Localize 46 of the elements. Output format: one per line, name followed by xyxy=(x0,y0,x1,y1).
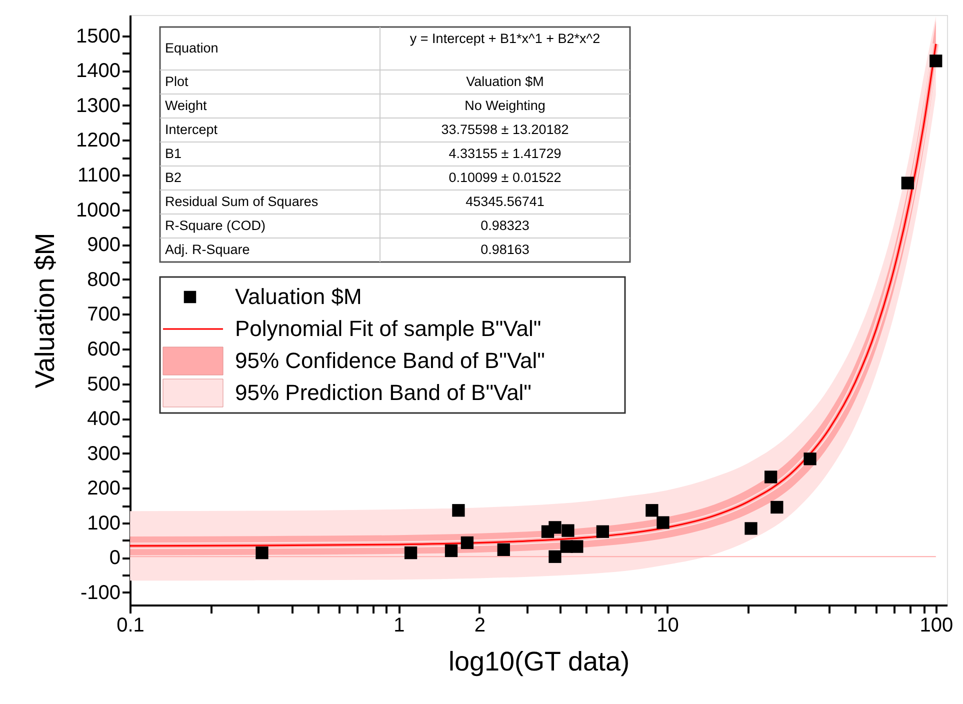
annotation: B2 xyxy=(165,170,182,185)
y-tick-label: 1400 xyxy=(76,60,120,82)
legend-label: 95% Confidence Band of B"Val" xyxy=(235,348,545,373)
y-tick-label: 800 xyxy=(87,268,120,291)
annotation: Valuation $M xyxy=(466,74,544,89)
y-tick-label: 100 xyxy=(87,512,120,534)
annotation: Plot xyxy=(165,74,189,89)
y-tick-label: 1100 xyxy=(77,164,120,187)
annotation: Residual Sum of Squares xyxy=(165,194,318,209)
annotation: Intercept xyxy=(165,122,218,137)
y-tick-label: 700 xyxy=(87,304,120,326)
y-tick-label: 0 xyxy=(109,547,120,570)
y-tick-label: 400 xyxy=(87,408,120,430)
x-tick-label: 2 xyxy=(474,614,486,636)
y-tick-label: 1200 xyxy=(76,130,120,152)
x-tick-label: 0.1 xyxy=(116,614,144,636)
y-tick-label: 300 xyxy=(87,442,120,465)
annotation: Adj. R-Square xyxy=(165,242,250,257)
y-axis-title: Valuation $M xyxy=(30,232,60,388)
annotation: 33.75598 ± 13.20182 xyxy=(441,122,569,137)
legend-label: Polynomial Fit of sample B"Val" xyxy=(235,316,542,341)
annotation: B1 xyxy=(165,146,182,161)
y-tick-label: 600 xyxy=(87,338,120,360)
y-tick-label: 900 xyxy=(87,234,120,256)
x-tick-label: 1 xyxy=(394,614,405,636)
y-tick-label: 200 xyxy=(87,478,120,500)
annotation: R-Square (COD) xyxy=(165,218,266,233)
annotation: 45345.56741 xyxy=(466,194,544,209)
annotation: 4.33155 ± 1.41729 xyxy=(448,146,562,161)
annotation: 0.98323 xyxy=(480,218,530,233)
legend-label: 95% Prediction Band of B"Val" xyxy=(235,380,532,405)
y-tick-label: 1000 xyxy=(76,199,120,222)
y-tick-label: 1300 xyxy=(76,94,120,117)
annotation: Equation xyxy=(165,40,218,56)
annotation: Weight xyxy=(165,98,208,113)
y-tick-label: 1500 xyxy=(76,25,120,48)
y-tick-label: -100 xyxy=(80,582,120,604)
y-tick-label: 500 xyxy=(87,373,120,396)
annotation: 0.98163 xyxy=(480,242,530,257)
annotation: 0.10099 ± 0.01522 xyxy=(448,170,562,185)
x-tick-label: 100 xyxy=(920,614,954,636)
annotation: y = Intercept + B1*x^1 + B2*x^2 xyxy=(410,31,600,46)
annotation: No Weighting xyxy=(464,98,546,113)
x-tick-label: 10 xyxy=(656,614,679,636)
legend-label: Valuation $M xyxy=(235,284,362,309)
x-axis-title: log10(GT data) xyxy=(448,646,630,676)
